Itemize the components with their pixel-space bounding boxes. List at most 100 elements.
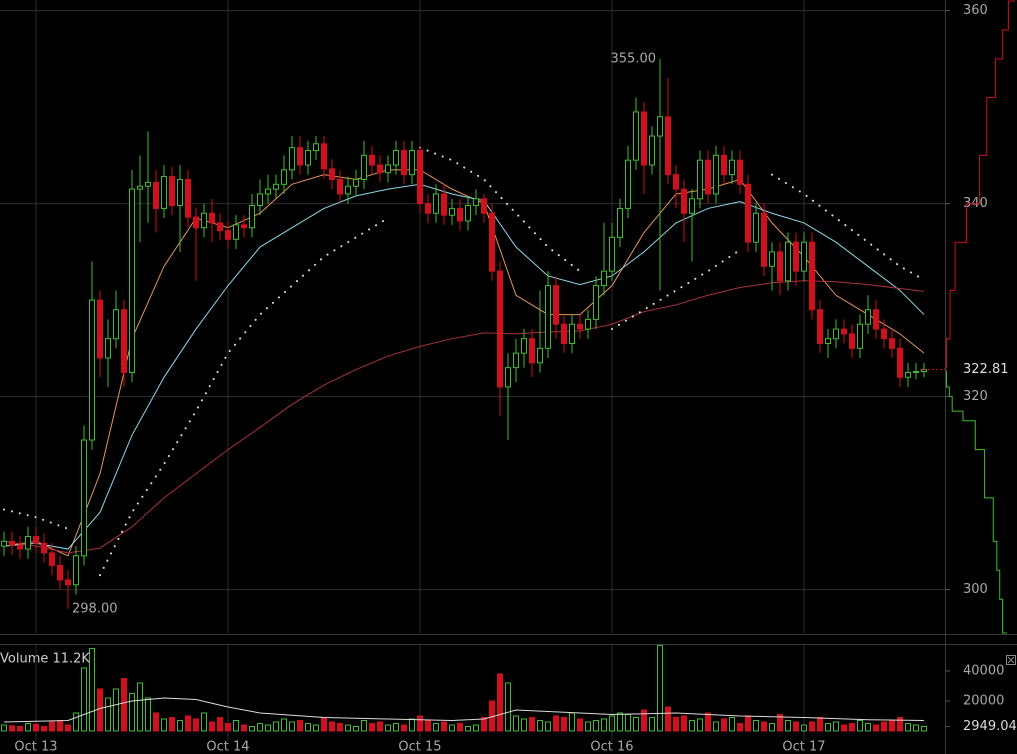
candle-body: [49, 552, 55, 566]
volume-bar: [241, 724, 247, 732]
volume-bar: [329, 721, 335, 732]
volume-bar: [385, 724, 391, 732]
volume-bar: [9, 725, 15, 732]
volume-bar: [353, 725, 359, 732]
candle-body: [873, 309, 879, 330]
volume-bar: [681, 715, 687, 732]
sar-dots: [611, 248, 741, 331]
candle-body: [97, 299, 103, 359]
candle-body: [321, 143, 327, 170]
volume-bar: [481, 716, 487, 732]
x-tick-label: Oct 17: [782, 740, 825, 754]
volume-tick-label: 20000: [963, 693, 1004, 708]
candle-body: [705, 159, 711, 195]
candle-body: [761, 212, 767, 267]
candle-body: [9, 540, 15, 546]
close-cross[interactable]: [1007, 656, 1015, 664]
close-button[interactable]: [1006, 655, 1016, 665]
candle-body: [481, 198, 487, 214]
candle-body: [713, 154, 719, 195]
volume-bar: [697, 718, 703, 732]
volume-bar: [409, 718, 415, 732]
candle-body: [513, 352, 519, 369]
volume-bar: [193, 718, 199, 732]
volume-bar: [633, 716, 639, 732]
candle-body: [313, 143, 319, 152]
volume-bar: [89, 647, 95, 732]
candle-body: [417, 150, 423, 205]
volume-bar: [57, 719, 63, 732]
candle-body: [889, 338, 895, 349]
volume-bar: [217, 716, 223, 732]
volume-bar: [273, 721, 279, 732]
volume-bar: [137, 682, 143, 732]
volume-bar: [721, 718, 727, 732]
candle-body: [585, 318, 591, 330]
volume-bar: [473, 724, 479, 732]
candle-body: [849, 333, 855, 349]
candle-body: [25, 536, 31, 550]
volume-bar: [393, 722, 399, 732]
volume-bar: [65, 724, 71, 732]
volume-bar: [849, 722, 855, 732]
candle-body: [33, 536, 39, 544]
volume-bar: [857, 719, 863, 732]
y-tick-label: 320: [963, 389, 988, 404]
volume-bar: [689, 719, 695, 732]
candle-body: [401, 150, 407, 176]
candle-body: [641, 111, 647, 166]
volume-bar: [1, 724, 7, 732]
candle-body: [913, 371, 919, 374]
volume-bar: [497, 673, 503, 732]
candle-body: [801, 241, 807, 272]
candle-body: [697, 159, 703, 200]
volume-bar: [297, 719, 303, 732]
volume-bar: [649, 716, 655, 732]
volume-bar: [113, 688, 119, 732]
candle-body: [137, 185, 143, 190]
x-tick-label: Oct 14: [206, 740, 249, 754]
candle-body: [345, 185, 351, 195]
volume-bar: [585, 721, 591, 732]
candle-body: [609, 236, 615, 272]
volume-bar: [657, 644, 663, 732]
candle-body: [121, 309, 127, 373]
candle-body: [257, 193, 263, 207]
volume-bar: [249, 725, 255, 732]
candle-body: [465, 205, 471, 222]
y-tick-label: 360: [963, 3, 988, 18]
close-box[interactable]: [1006, 655, 1016, 665]
volume-bar: [505, 682, 511, 732]
candle-body: [153, 181, 159, 209]
candle-body: [553, 285, 559, 325]
volume-bar: [561, 716, 567, 732]
volume-bar: [369, 722, 375, 732]
candle-body: [745, 183, 751, 243]
volume-bar: [257, 722, 263, 732]
candle-body: [769, 251, 775, 267]
candle-body: [241, 224, 247, 229]
candle-body: [473, 198, 479, 207]
volume-bar: [553, 715, 559, 732]
volume-bar: [41, 725, 47, 732]
volume-bar: [377, 721, 383, 732]
volume-bar: [153, 712, 159, 732]
volume-bar: [841, 724, 847, 732]
volume-bar: [289, 721, 295, 732]
volume-bar: [833, 721, 839, 732]
volume-bar: [889, 719, 895, 732]
volume-bar: [521, 718, 527, 732]
volume-bar: [417, 715, 423, 732]
annotation: 298.00: [72, 601, 118, 616]
candle-body: [361, 154, 367, 180]
volume-bar: [793, 721, 799, 732]
candle-body: [217, 222, 223, 232]
x-tick-label: Oct 16: [590, 740, 633, 754]
candle-body: [521, 338, 527, 354]
candle-body: [809, 241, 815, 311]
volume-bar: [17, 725, 23, 732]
candle-body: [329, 168, 335, 180]
volume-bar: [345, 724, 351, 732]
volume-bar: [801, 724, 807, 732]
